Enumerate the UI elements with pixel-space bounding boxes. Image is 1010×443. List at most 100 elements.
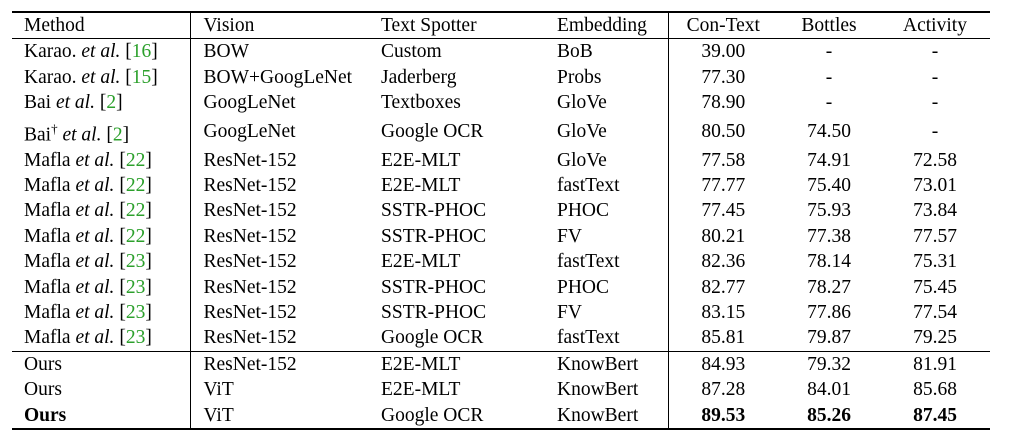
method-cell: Bai et al. [2] [12, 90, 191, 116]
embedding-cell: GloVe [544, 115, 669, 148]
spotter-cell: SSTR-PHOC [381, 301, 487, 323]
vision-cell: ViT [203, 404, 234, 426]
table-row: Mafla et al. [23] ResNet-152 SSTR-PHOC FV 83… [12, 299, 990, 326]
vision-cell: GoogLeNet [203, 92, 296, 114]
citation-link[interactable]: 23 [125, 276, 146, 298]
con-text-cell: 84.93 [701, 353, 746, 375]
method-cell: Bai† et al. [2] [12, 115, 191, 148]
con-text-cell: 87.28 [701, 379, 746, 401]
method-author: Mafla [24, 251, 71, 273]
method-etal: et al. [75, 327, 115, 349]
bottles-cell: 84.01 [807, 379, 851, 401]
spotter-cell: E2E-MLT [381, 149, 461, 171]
activity-cell: 81.91 [913, 353, 957, 375]
method-cell: Karao. et al. [15] [12, 64, 191, 91]
bottles-cell: 79.32 [807, 353, 851, 375]
table-row: Mafla et al. [23] ResNet-152 E2E-MLT fastTe… [12, 249, 990, 275]
bottles-cell: 74.91 [807, 149, 851, 171]
citation-link[interactable]: 23 [125, 251, 146, 273]
method-etal: et al. [75, 200, 115, 222]
citation-link[interactable]: 16 [131, 41, 152, 63]
method-cell: Mafla et al. [22] [12, 198, 191, 224]
method-author: Karao. [24, 66, 77, 88]
bottles-cell: 79.87 [807, 327, 851, 349]
activity-cell: 77.57 [913, 225, 957, 247]
dagger-mark: † [51, 120, 58, 136]
citation-link[interactable]: 2 [112, 124, 123, 146]
activity-cell: 77.54 [913, 301, 957, 323]
bottles-cell: 78.27 [807, 276, 851, 298]
method-etal: et al. [55, 92, 95, 114]
con-text-cell: 77.77 [701, 174, 746, 196]
method-cell: Mafla et al. [22] [12, 223, 191, 250]
header-activity: Activity [903, 15, 967, 36]
spotter-cell: Textboxes [381, 92, 461, 114]
results-table: Method Vision Text Spotter Embedding Con… [12, 11, 990, 430]
citation-link[interactable]: 22 [125, 149, 146, 171]
citation-link[interactable]: 22 [125, 200, 146, 222]
method-cell: Ours [12, 377, 191, 403]
vision-cell: BOW+GoogLeNet [203, 66, 353, 88]
table-row: Karao. et al. [16] BOW Custom BoB 39.00 - - [12, 38, 990, 65]
method-author: Mafla [24, 327, 71, 349]
table-row: Mafla et al. [22] ResNet-152 E2E-MLT fastTe… [12, 172, 990, 199]
embedding-cell: KnowBert [544, 377, 669, 403]
table-row: Karao. et al. [15] BOW+GoogLeNet Jaderberg… [12, 64, 990, 91]
method-cell: Mafla et al. [23] [12, 299, 191, 326]
method-etal: et al. [75, 225, 115, 247]
header-bottles: Bottles [801, 15, 857, 36]
vision-cell: ResNet-152 [203, 301, 297, 323]
citation-link[interactable]: 23 [125, 301, 146, 323]
method-author: Mafla [24, 276, 71, 298]
activity-cell: - [931, 41, 939, 63]
embedding-cell: PHOC [544, 198, 669, 224]
header-vision: Vision [203, 15, 255, 36]
embedding-cell: PHOC [544, 274, 669, 300]
citation-link[interactable]: 15 [131, 66, 152, 88]
bottles-cell: - [825, 41, 833, 63]
embedding-cell: GloVe [544, 147, 669, 173]
spotter-cell: Google OCR [381, 327, 484, 349]
spotter-cell: Custom [381, 41, 442, 63]
con-text-cell: 82.77 [701, 276, 746, 298]
embedding-cell: FV [544, 299, 669, 326]
spotter-cell: E2E-MLT [381, 251, 461, 273]
vision-cell: ViT [203, 379, 234, 401]
con-text-cell: 77.30 [701, 66, 746, 88]
embedding-cell: FV [544, 223, 669, 250]
bottles-cell: - [825, 92, 833, 114]
table-row: Mafla et al. [22] ResNet-152 SSTR-PHOC PHOC… [12, 198, 990, 224]
method-author: Mafla [24, 200, 71, 222]
vision-cell: ResNet-152 [203, 200, 297, 222]
table-row: Ours ViT Google OCR KnowBert 89.53 85.26 87.45 [12, 402, 990, 429]
table-row: Mafla et al. [22] ResNet-152 SSTR-PHOC FV 80… [12, 223, 990, 250]
citation-link[interactable]: 22 [125, 225, 146, 247]
embedding-cell: fastText [544, 172, 669, 199]
header-method: Method [12, 12, 191, 39]
table-row: Mafla et al. [23] ResNet-152 Google OCR fas… [12, 325, 990, 352]
spotter-cell: E2E-MLT [381, 174, 461, 196]
citation-link[interactable]: 23 [125, 327, 146, 349]
bottles-cell: 77.86 [807, 301, 851, 323]
vision-cell: ResNet-152 [203, 149, 297, 171]
spotter-cell: Google OCR [381, 120, 484, 142]
header-text-spotter: Text Spotter [381, 15, 477, 36]
vision-cell: ResNet-152 [203, 327, 297, 349]
table-row: Bai et al. [2] GoogLeNet Textboxes GloVe 78.… [12, 90, 990, 116]
con-text-cell: 80.21 [701, 225, 746, 247]
vision-cell: ResNet-152 [203, 353, 297, 375]
method-author: Karao. [24, 41, 77, 63]
citation-link[interactable]: 2 [106, 92, 117, 114]
bottles-cell: - [825, 66, 833, 88]
method-etal: et al. [75, 301, 115, 323]
spotter-cell: Jaderberg [381, 66, 457, 88]
citation-link[interactable]: 22 [125, 174, 146, 196]
method-etal: et al. [62, 124, 102, 146]
method-etal: et al. [75, 251, 115, 273]
activity-cell: 73.84 [913, 200, 957, 222]
method-cell: Mafla et al. [22] [12, 147, 191, 173]
method-etal: et al. [81, 66, 121, 88]
vision-cell: GoogLeNet [203, 120, 296, 142]
method-cell: Karao. et al. [16] [12, 38, 191, 65]
embedding-cell: KnowBert [544, 351, 669, 378]
